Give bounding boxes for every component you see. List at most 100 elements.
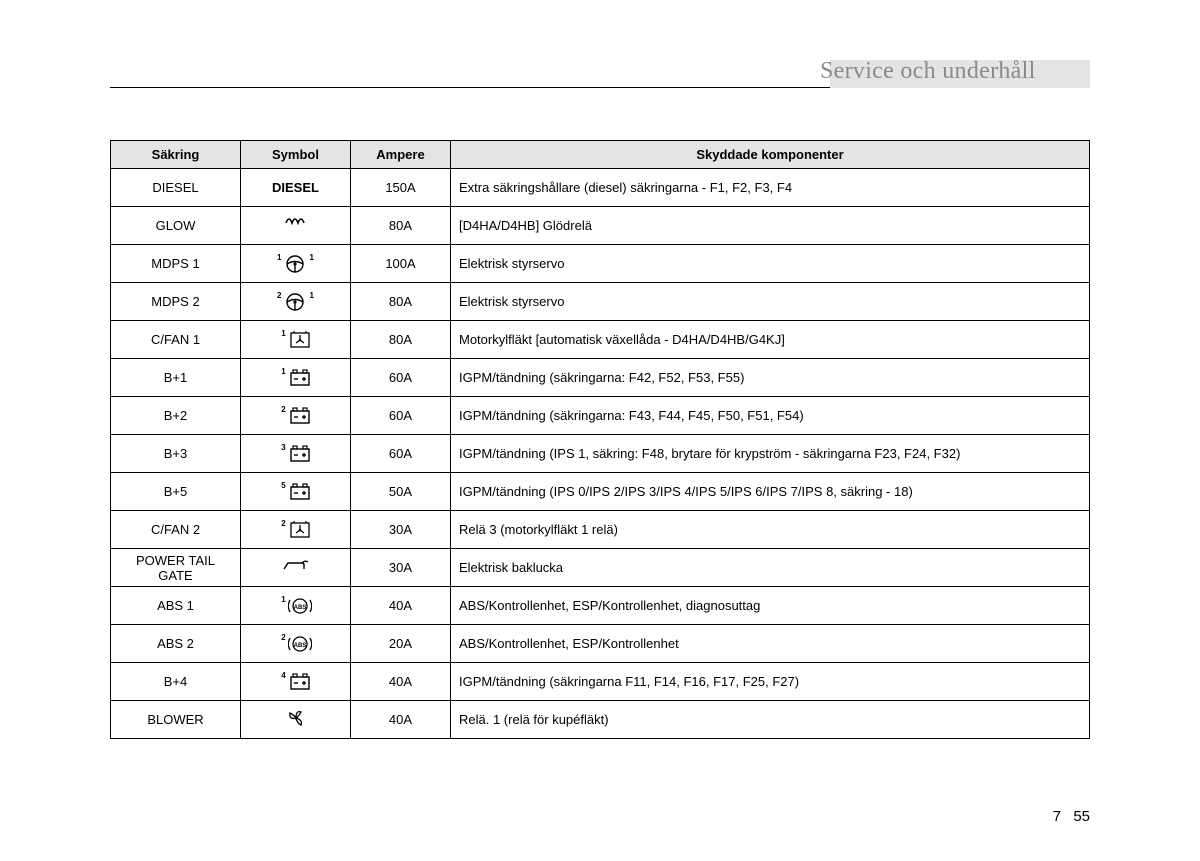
fuse-cell: B+4: [111, 663, 241, 701]
ampere-cell: 80A: [351, 207, 451, 245]
fuse-cell: POWER TAIL GATE: [111, 549, 241, 587]
ampere-cell: 40A: [351, 701, 451, 739]
blower-icon: [284, 707, 308, 729]
table-row: B+2 2 60AIGPM/tändning (säkringarna: F43, …: [111, 397, 1090, 435]
symbol-cell: [241, 207, 351, 245]
text-icon: DIESEL: [272, 180, 319, 195]
ampere-cell: 60A: [351, 359, 451, 397]
fuse-cell: C/FAN 1: [111, 321, 241, 359]
table-header-row: Säkring Symbol Ampere Skyddade komponent…: [111, 141, 1090, 169]
symbol-cell: 11: [241, 245, 351, 283]
ampere-cell: 30A: [351, 549, 451, 587]
steering-icon: 21: [275, 291, 316, 313]
symbol-cell: 4: [241, 663, 351, 701]
cfan-icon: 2: [279, 519, 311, 541]
description-cell: Elektrisk baklucka: [451, 549, 1090, 587]
description-cell: IGPM/tändning (säkringarna: F42, F52, F5…: [451, 359, 1090, 397]
description-cell: Elektrisk styrservo: [451, 245, 1090, 283]
symbol-cell: 5: [241, 473, 351, 511]
page-footer: 7 55: [1053, 808, 1090, 825]
fuse-cell: DIESEL: [111, 169, 241, 207]
fuse-cell: B+3: [111, 435, 241, 473]
description-cell: IGPM/tändning (IPS 1, säkring: F48, bryt…: [451, 435, 1090, 473]
page-title: Service och underhåll: [770, 58, 1090, 85]
symbol-cell: 2: [241, 511, 351, 549]
battery-icon: 2: [279, 405, 311, 427]
ampere-cell: 80A: [351, 321, 451, 359]
description-cell: Elektrisk styrservo: [451, 283, 1090, 321]
battery-icon: 5: [279, 481, 311, 503]
ampere-cell: 20A: [351, 625, 451, 663]
fuse-cell: MDPS 1: [111, 245, 241, 283]
description-cell: Extra säkringshållare (diesel) säkringar…: [451, 169, 1090, 207]
table-row: C/FAN 1 1 80AMotorkylfläkt [automatisk väx…: [111, 321, 1090, 359]
table-row: BLOWER 40ARelä. 1 (relä för kupéfläkt): [111, 701, 1090, 739]
table-row: POWER TAIL GATE 30AElektrisk baklucka: [111, 549, 1090, 587]
table-row: GLOW 80A[D4HA/D4HB] Glödrelä: [111, 207, 1090, 245]
table-row: B+4 4 40AIGPM/tändning (säkringarna F11, F…: [111, 663, 1090, 701]
col-header-fuse: Säkring: [111, 141, 241, 169]
steering-icon: 11: [275, 253, 316, 275]
table-row: MDPS 111100AElektrisk styrservo: [111, 245, 1090, 283]
fuse-cell: B+5: [111, 473, 241, 511]
table-row: DIESEL DIESEL 150AExtra säkringshållare (d…: [111, 169, 1090, 207]
table-row: B+1 1 60AIGPM/tändning (säkringarna: F42, …: [111, 359, 1090, 397]
table-row: MDPS 2 21 80AElektrisk styrservo: [111, 283, 1090, 321]
symbol-cell: 1: [241, 321, 351, 359]
description-cell: Relä 3 (motorkylfläkt 1 relä): [451, 511, 1090, 549]
cfan-icon: 1: [279, 329, 311, 351]
fuse-cell: C/FAN 2: [111, 511, 241, 549]
battery-icon: 3: [279, 443, 311, 465]
symbol-cell: [241, 549, 351, 587]
symbol-cell: 1: [241, 359, 351, 397]
battery-icon: 1: [279, 367, 311, 389]
fuse-cell: ABS 2: [111, 625, 241, 663]
fuse-cell: ABS 1: [111, 587, 241, 625]
header-bar: Service och underhåll: [110, 60, 1090, 88]
description-cell: ABS/Kontrollenhet, ESP/Kontrollenhet: [451, 625, 1090, 663]
ampere-cell: 150A: [351, 169, 451, 207]
ampere-cell: 40A: [351, 587, 451, 625]
fuse-cell: BLOWER: [111, 701, 241, 739]
description-cell: Relä. 1 (relä för kupéfläkt): [451, 701, 1090, 739]
fuse-cell: B+1: [111, 359, 241, 397]
table-row: B+3 3 60AIGPM/tändning (IPS 1, säkring: F4…: [111, 435, 1090, 473]
chapter-number: 7: [1053, 808, 1061, 825]
fuse-cell: MDPS 2: [111, 283, 241, 321]
description-cell: IGPM/tändning (säkringarna F11, F14, F16…: [451, 663, 1090, 701]
col-header-ampere: Ampere: [351, 141, 451, 169]
symbol-cell: 3: [241, 435, 351, 473]
fuse-cell: GLOW: [111, 207, 241, 245]
table-row: B+5 5 50AIGPM/tändning (IPS 0/IPS 2/IPS 3/…: [111, 473, 1090, 511]
col-header-desc: Skyddade komponenter: [451, 141, 1090, 169]
ampere-cell: 60A: [351, 397, 451, 435]
ampere-cell: 40A: [351, 663, 451, 701]
abs-icon: 1: [279, 595, 311, 617]
ampere-cell: 60A: [351, 435, 451, 473]
symbol-cell: 1: [241, 587, 351, 625]
symbol-cell: DIESEL: [241, 169, 351, 207]
description-cell: [D4HA/D4HB] Glödrelä: [451, 207, 1090, 245]
ampere-cell: 30A: [351, 511, 451, 549]
fuse-table-wrap: Säkring Symbol Ampere Skyddade komponent…: [110, 140, 1090, 739]
ampere-cell: 80A: [351, 283, 451, 321]
symbol-cell: 2: [241, 397, 351, 435]
fuse-table: Säkring Symbol Ampere Skyddade komponent…: [110, 140, 1090, 739]
symbol-cell: 21: [241, 283, 351, 321]
battery-icon: 4: [279, 671, 311, 693]
page-number: 55: [1073, 808, 1090, 825]
glow-icon: [284, 213, 308, 235]
description-cell: Motorkylfläkt [automatisk växellåda - D4…: [451, 321, 1090, 359]
description-cell: IGPM/tändning (säkringarna: F43, F44, F4…: [451, 397, 1090, 435]
symbol-cell: [241, 701, 351, 739]
description-cell: ABS/Kontrollenhet, ESP/Kontrollenhet, di…: [451, 587, 1090, 625]
symbol-cell: 2: [241, 625, 351, 663]
table-row: C/FAN 2 2 30ARelä 3 (motorkylfläkt 1 relä): [111, 511, 1090, 549]
table-row: ABS 1 1 40AABS/Kontrollenhet, ESP/Kontroll…: [111, 587, 1090, 625]
col-header-symbol: Symbol: [241, 141, 351, 169]
fuse-cell: B+2: [111, 397, 241, 435]
ampere-cell: 50A: [351, 473, 451, 511]
table-row: ABS 2220AABS/Kontrollenhet, ESP/Kontroll…: [111, 625, 1090, 663]
tailgate-icon: [282, 555, 310, 577]
description-cell: IGPM/tändning (IPS 0/IPS 2/IPS 3/IPS 4/I…: [451, 473, 1090, 511]
